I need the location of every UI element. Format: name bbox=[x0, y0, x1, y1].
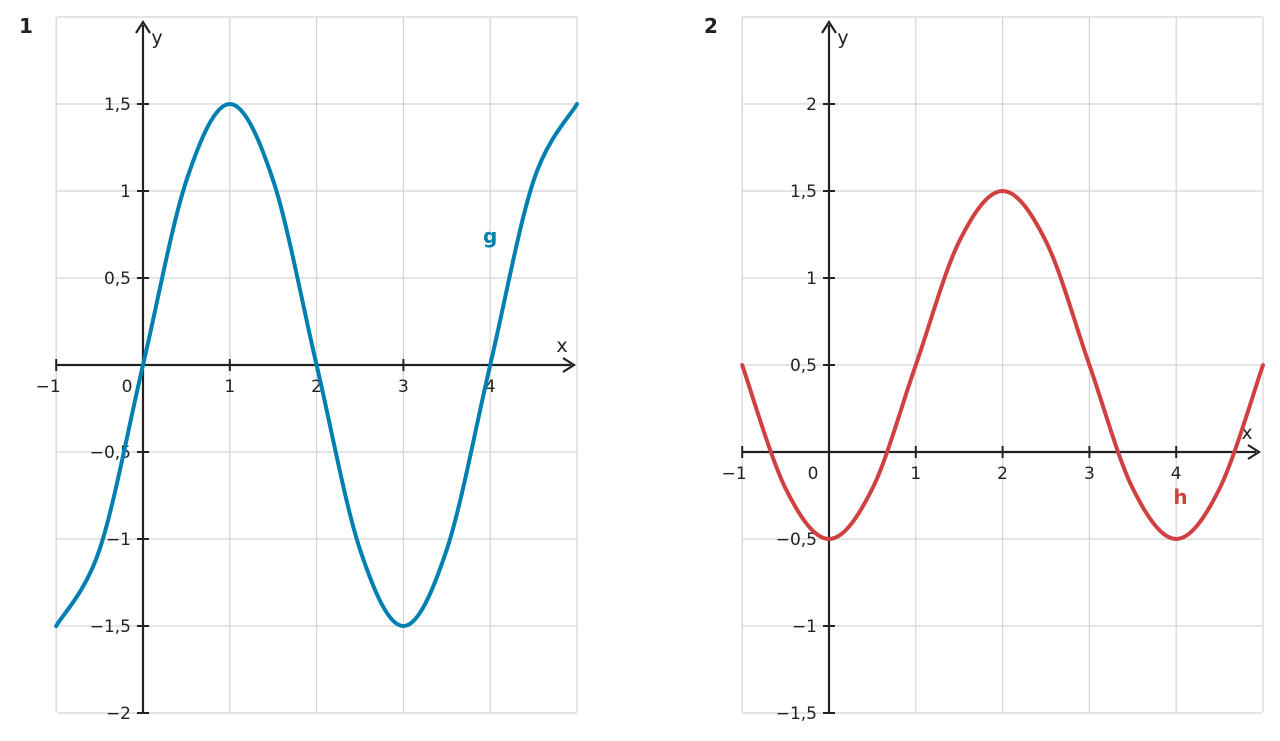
x-tick-label: −1 bbox=[722, 464, 747, 484]
x-axis-arrow bbox=[1247, 444, 1262, 460]
x-tick-label: 0 bbox=[122, 377, 133, 397]
x-tick-label: 3 bbox=[1084, 464, 1095, 484]
series-label-h: h bbox=[1173, 485, 1187, 509]
series-line-g bbox=[54, 102, 579, 628]
y-tick-label: −1,5 bbox=[776, 704, 817, 724]
x-tick-label: 2 bbox=[997, 464, 1008, 484]
x-axis-arrow bbox=[562, 357, 577, 373]
y-axis-label: y bbox=[837, 27, 848, 49]
y-tick-label: 1 bbox=[806, 269, 817, 289]
y-tick-label: 0,5 bbox=[790, 356, 817, 376]
x-tick-label: 2 bbox=[311, 377, 322, 397]
y-tick-label: −0,5 bbox=[776, 530, 817, 550]
series-label-g: g bbox=[483, 224, 497, 248]
y-axis-arrow bbox=[821, 19, 837, 34]
y-tick-label: −1 bbox=[792, 617, 817, 637]
y-axis-arrow bbox=[135, 19, 151, 34]
y-tick-label: 1,5 bbox=[104, 95, 131, 115]
x-axis-label: x bbox=[556, 335, 567, 357]
y-tick-label: −2 bbox=[106, 704, 131, 724]
x-tick-label: 0 bbox=[808, 464, 819, 484]
panel-number: 2 bbox=[704, 14, 718, 38]
series-line-h bbox=[740, 189, 1265, 541]
y-tick-label: −1 bbox=[106, 530, 131, 550]
y-tick-label: 1,5 bbox=[790, 182, 817, 202]
panel-number: 1 bbox=[19, 14, 33, 38]
chart-panel-1: 1xy−1 0 1 2 3 4−2−1,5−1−0,50,511,5g bbox=[19, 14, 579, 724]
y-axis-label: y bbox=[151, 27, 162, 49]
chart-panel-2: 2 x y −1 0 1 2 3 4 −1,5 −1 −0,5 0,5 1 1,5 2 h bbox=[704, 14, 1265, 724]
x-tick-label: −1 bbox=[36, 377, 61, 397]
y-tick-label: 1 bbox=[120, 182, 131, 202]
y-tick-label: 0,5 bbox=[104, 269, 131, 289]
y-tick-label: 2 bbox=[806, 95, 817, 115]
y-tick-label: −1,5 bbox=[90, 617, 131, 637]
x-tick-label: 1 bbox=[910, 464, 921, 484]
x-tick-label: 1 bbox=[224, 377, 235, 397]
x-tick-label: 4 bbox=[1171, 464, 1182, 484]
x-tick-label: 3 bbox=[398, 377, 409, 397]
x-axis-label: x bbox=[1241, 422, 1252, 444]
x-tick-label: 4 bbox=[485, 377, 496, 397]
